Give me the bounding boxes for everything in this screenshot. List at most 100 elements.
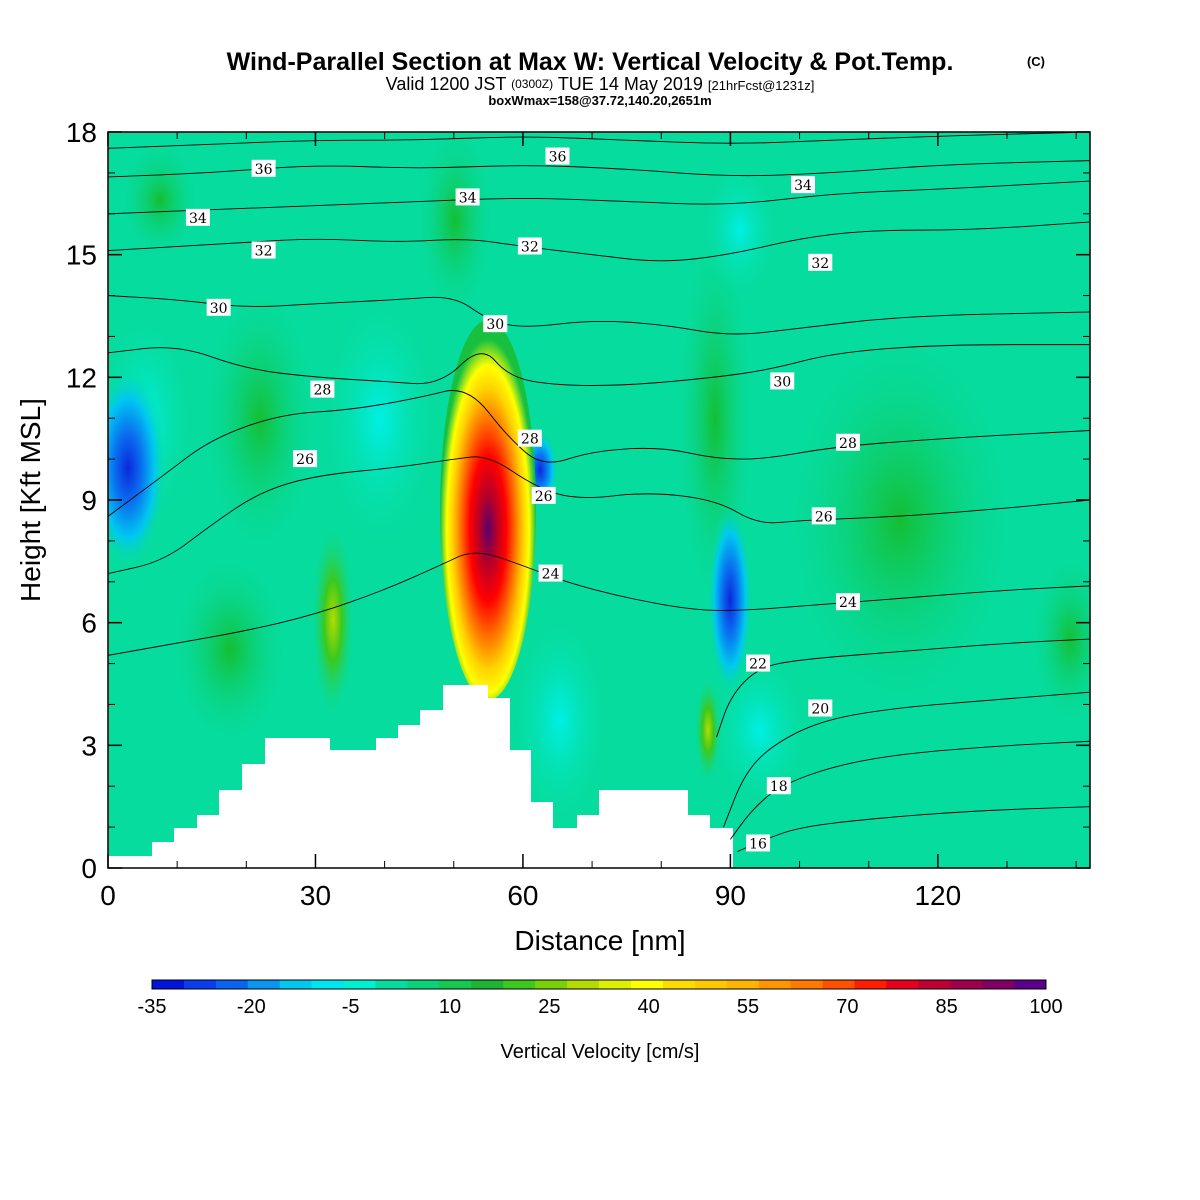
- isentrope-10: [108, 180, 1090, 215]
- contour-label-bg-10: [770, 372, 795, 390]
- contour-label-bg-22: [746, 834, 771, 852]
- contour-label-10: 30: [773, 374, 791, 390]
- subtitle-utc: (0300Z): [511, 77, 553, 91]
- colorbar-tick-label-4: 25: [538, 996, 560, 1018]
- x-tick-label-4: 120: [914, 880, 961, 911]
- downdraft-right: [708, 505, 752, 695]
- field-patch-cyan-mid: [320, 290, 440, 550]
- colorbar-tick-label-5: 40: [638, 996, 660, 1018]
- y-tick-label-5: 15: [66, 240, 97, 271]
- field-patch-green-upper-mid: [415, 132, 495, 320]
- contour-label-bg-18: [835, 593, 860, 611]
- colorbar-label: Vertical Velocity [cm/s]: [501, 1041, 700, 1063]
- contour-label-2: 34: [189, 211, 207, 227]
- contour-label-bg-13: [835, 433, 860, 451]
- contour-label-bg-7: [808, 253, 833, 271]
- colorbar-swatch-24: [918, 980, 951, 989]
- contour-label-bg-15: [531, 486, 556, 504]
- contour-label-18: 24: [839, 595, 857, 611]
- x-axis-label: Distance [nm]: [514, 925, 685, 956]
- x-tick-label-3: 90: [715, 880, 746, 911]
- contour-label-bg-21: [766, 777, 791, 795]
- velocity-field: [108, 132, 1090, 868]
- updraft-main: [440, 320, 536, 700]
- contour-label-8: 30: [210, 301, 228, 317]
- y-tick-label-3: 9: [81, 485, 97, 516]
- y-tick-label-1: 3: [81, 730, 97, 761]
- contour-label-bg-3: [455, 188, 480, 206]
- contour-label-bg-6: [517, 237, 542, 255]
- contour-label-6: 32: [521, 239, 539, 255]
- colorbar-tick-label-1: -20: [237, 996, 266, 1018]
- field-patch-cyan-top-right: [700, 160, 780, 300]
- colorbar-swatch-25: [950, 980, 983, 989]
- y-axis-label: Height [Kft MSL]: [15, 398, 46, 602]
- colorbar: -35 -20 -5 10 25 40 55 70 85 100: [138, 979, 1063, 1018]
- isentrope-11: [108, 160, 1090, 178]
- contour-label-bg-20: [808, 699, 833, 717]
- field-patch-green-upper-left: [200, 280, 320, 560]
- chart-box-info: boxWmax=158@37.72,140.20,2651m: [488, 93, 711, 108]
- colorbar-swatch-1: [183, 980, 217, 989]
- isentrope-labels-layer: 36 36 34 34 34 32 32 32 30 30 30 28 28 28 26 26 26 24 24 22…: [185, 147, 860, 852]
- contour-label-12: 28: [521, 432, 539, 448]
- chart-title: Wind-Parallel Section at Max W: Vertical…: [227, 48, 954, 76]
- contour-label-13: 28: [839, 436, 857, 452]
- subtitle-date: TUE 14 May 2019: [558, 74, 703, 94]
- contour-label-1: 36: [549, 150, 567, 166]
- contour-label-14: 26: [296, 452, 314, 468]
- colorbar-swatch-20: [790, 980, 823, 989]
- y-tick-label-4: 12: [66, 362, 97, 393]
- contour-label-17: 24: [542, 567, 560, 583]
- colorbar-swatch-26: [982, 980, 1015, 989]
- updraft-yellow-right: [694, 675, 722, 785]
- y-tick-label-2: 6: [81, 608, 97, 639]
- contour-label-16: 26: [815, 509, 833, 525]
- chart-subtitle: Valid 1200 JST (0300Z) TUE 14 May 2019 […: [386, 72, 815, 94]
- colorbar-swatch-18: [726, 980, 760, 989]
- colorbar-tick-label-6: 55: [737, 996, 759, 1018]
- contour-label-bg-2: [185, 208, 210, 226]
- x-tick-label-1: 30: [300, 880, 331, 911]
- colorbar-tick-label-2: -5: [342, 996, 360, 1018]
- colorbar-swatch-13: [567, 980, 600, 989]
- colorbar-tick-label-8: 85: [936, 996, 958, 1018]
- contour-label-bg-14: [293, 450, 318, 468]
- contour-label-bg-5: [251, 241, 276, 259]
- colorbar-swatch-19: [758, 980, 792, 989]
- colorbar-swatch-27: [1014, 980, 1047, 989]
- isentrope-3: [716, 638, 1090, 738]
- contour-label-bg-9: [483, 315, 508, 333]
- contour-label-3: 34: [459, 190, 477, 206]
- colorbar-swatch-10: [471, 980, 504, 989]
- chart-title-mark: (C): [1027, 54, 1045, 69]
- field-patch-cyan-lower: [510, 610, 610, 830]
- contour-label-7: 32: [811, 256, 829, 272]
- contour-label-bg-0: [251, 159, 276, 177]
- colorbar-swatch-5: [311, 980, 345, 989]
- colorbar-tick-label-9: 100: [1029, 996, 1062, 1018]
- contour-label-bg-8: [206, 298, 231, 316]
- colorbar-frame: [151, 979, 1047, 990]
- colorbar-swatch-3: [247, 980, 281, 989]
- contour-label-20: 20: [811, 702, 829, 718]
- contour-label-bg-16: [811, 507, 836, 525]
- colorbar-swatch-22: [854, 980, 887, 989]
- y-tick-label-0: 0: [81, 853, 97, 884]
- y-tick-label-6: 18: [66, 117, 97, 148]
- contour-label-bg-11: [310, 380, 335, 398]
- contour-label-5: 32: [255, 244, 273, 260]
- colorbar-swatch-8: [407, 980, 440, 989]
- contour-label-21: 18: [770, 779, 788, 795]
- colorbar-swatch-17: [694, 980, 728, 989]
- colorbar-swatch-7: [375, 980, 408, 989]
- contour-label-bg-1: [545, 147, 570, 165]
- downdraft-left: [108, 368, 166, 568]
- colorbar-swatch-4: [279, 980, 313, 989]
- contour-label-0: 36: [255, 162, 273, 178]
- isentrope-9: [108, 221, 1090, 262]
- isentrope-2: [723, 691, 1090, 828]
